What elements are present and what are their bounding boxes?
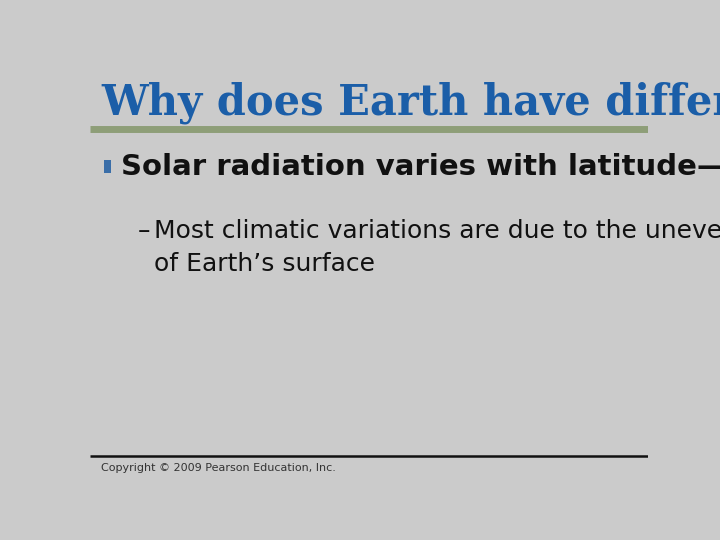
Text: Copyright © 2009 Pearson Education, Inc.: Copyright © 2009 Pearson Education, Inc. [101,463,336,473]
FancyBboxPatch shape [104,160,111,173]
Text: Why does Earth have different biomes?: Why does Earth have different biomes? [101,82,720,124]
Text: Most climatic variations are due to the uneven heating
of Earth’s surface: Most climatic variations are due to the … [154,219,720,276]
Text: Solar radiation varies with latitude—north and south: Solar radiation varies with latitude—nor… [121,153,720,181]
Text: –: – [138,219,150,242]
